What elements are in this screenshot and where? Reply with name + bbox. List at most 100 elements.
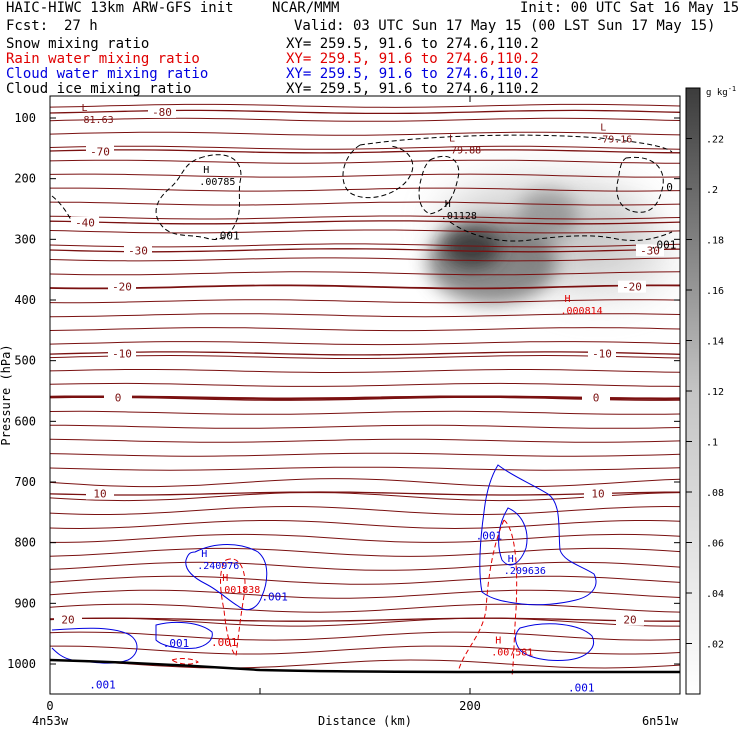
extremum-type: H — [201, 549, 207, 560]
isotherm-label: -10 — [112, 347, 132, 360]
y-tick-label: 200 — [14, 172, 36, 186]
isotherm-label: 20 — [623, 614, 636, 627]
extremum-value: -79.88 — [445, 145, 481, 156]
cloudwater-contour-southwest-inner — [155, 621, 213, 649]
snow-contour-west — [155, 154, 242, 240]
isotherm-label-bg — [71, 216, 99, 229]
isotherm-line — [50, 659, 680, 669]
field-snow-name: Snow mixing ratio — [6, 36, 150, 52]
isotherm-line — [50, 369, 680, 373]
isotherm-label-bg — [54, 613, 82, 626]
isotherm-line — [50, 145, 680, 150]
extremum-value: .001838 — [218, 585, 260, 596]
y-tick-label: 800 — [14, 536, 36, 550]
isotherm-line — [50, 410, 680, 415]
extremum-value: .00785 — [199, 177, 235, 188]
isotherm-line — [50, 354, 680, 359]
y-axis-label: Pressure (hPa) — [0, 344, 13, 445]
extremum-type: H — [222, 573, 228, 584]
rain-contour-east — [457, 519, 518, 677]
snow-contour-main — [449, 221, 673, 242]
isotherm-label: -30 — [128, 244, 148, 257]
isotherm-labeled-line — [50, 351, 680, 356]
isotherm-label-bg — [124, 244, 152, 257]
colorbar-tick-label: .04 — [706, 589, 724, 600]
isotherm-label: -20 — [622, 281, 642, 294]
colorbar-tick-label: .06 — [706, 539, 724, 550]
field-cloudice-xy: XY= 259.5, 91.6 to 274.6,110.2 — [286, 81, 539, 97]
isotherm-label: 10 — [93, 488, 106, 501]
colorbar-tick-label: .16 — [706, 286, 724, 297]
snow-contour-left-loop — [342, 144, 414, 199]
contour-label: .001 — [476, 530, 503, 543]
extremum-value: .209636 — [504, 566, 546, 577]
isotherm-label: 10 — [591, 488, 604, 501]
isotherm-label: 0 — [593, 392, 600, 405]
isotherm-line — [50, 382, 680, 387]
isotherm-line — [50, 215, 680, 220]
isotherm-line — [50, 341, 680, 346]
y-tick-label: 400 — [14, 293, 36, 307]
isotherm-line — [50, 631, 680, 641]
isotherm-label-bg — [582, 391, 610, 404]
y-tick-label: 500 — [14, 354, 36, 368]
cloudwater-contour-east-inner — [498, 507, 528, 566]
isotherm-label-bg — [86, 487, 114, 500]
x-tick-label: 200 — [459, 699, 481, 713]
extremum-type: L — [600, 122, 606, 133]
isotherm-label: -80 — [152, 106, 172, 119]
isotherm-labeled-line — [50, 491, 680, 496]
colorbar-tick-label: .14 — [706, 337, 724, 348]
extremum-value: -79.16 — [596, 134, 632, 145]
isotherm-label-bg — [104, 391, 132, 404]
isotherm-labeled-line — [50, 617, 680, 622]
surface-pressure-line — [50, 658, 680, 674]
field-rain-name: Rain water mixing ratio — [6, 51, 200, 67]
isotherm-line — [50, 243, 680, 248]
isotherm-label: 0 — [115, 392, 122, 405]
isotherm-line — [50, 452, 680, 457]
extremum-value: .007581 — [491, 648, 533, 659]
forecast-hour: 27 h — [64, 18, 98, 34]
field-cloudwater-xy: XY= 259.5, 91.6 to 274.6,110.2 — [286, 66, 539, 82]
cloudwater-contour-east — [479, 464, 597, 606]
snow-contour-cell — [418, 155, 460, 215]
isotherm-line — [50, 520, 680, 530]
isotherm-labeled-line — [50, 284, 680, 289]
y-tick-label: 900 — [14, 596, 36, 610]
extremum-type: L — [449, 133, 455, 144]
isotherm-line — [50, 117, 680, 122]
contour-label: .001 — [211, 636, 238, 649]
contour-label: .001 — [163, 637, 190, 650]
isotherm-line — [50, 327, 680, 332]
extremum-type: H — [565, 294, 571, 305]
x-axis: 0 200 — [46, 96, 681, 713]
isotherm-label-bg — [616, 613, 644, 626]
snow-contour-top — [359, 134, 673, 153]
contour-label: .001 — [261, 590, 288, 603]
colorbar-tick-label: .18 — [706, 236, 724, 247]
y-tick-label: 600 — [14, 414, 36, 428]
isotherm-label-bg — [588, 347, 616, 360]
mixing-ratio-contours — [50, 134, 680, 677]
isotherm-label: 20 — [61, 614, 74, 627]
isotherm-label-bg — [148, 105, 176, 118]
isotherm-labeled-line — [50, 149, 680, 154]
isotherm-line — [50, 547, 680, 557]
isotherm-line — [50, 603, 680, 613]
contour-label: 0 — [666, 181, 673, 194]
colorbar-tick-label: .2 — [706, 185, 718, 196]
y-tick-label: 1000 — [7, 657, 36, 671]
forecast-label: Fcst: — [6, 18, 49, 34]
rain-contour-west-small — [170, 658, 199, 665]
isotherm-label-bg — [108, 280, 136, 293]
field-cloudwater-name: Cloud water mixing ratio — [6, 66, 209, 82]
extremum-value: .240976 — [197, 561, 239, 572]
snow-contour-east — [616, 156, 664, 213]
y-tick-label: 100 — [14, 111, 36, 125]
extremum-value: .01128 — [441, 211, 477, 222]
institution-label: NCAR/MMM — [272, 0, 340, 16]
